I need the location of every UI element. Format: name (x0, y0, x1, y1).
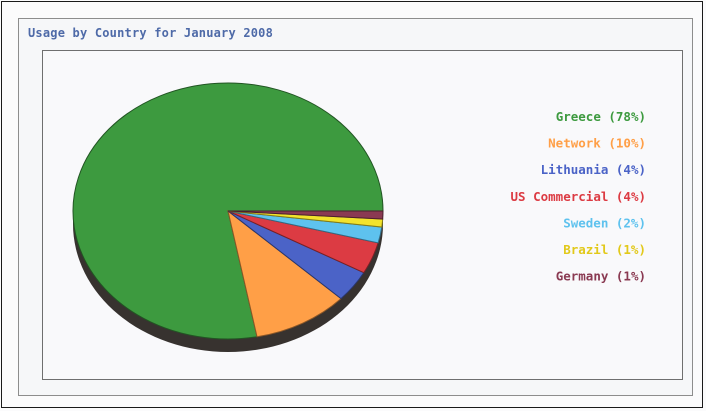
pie-slice-network (227, 209, 342, 338)
legend-item-us-commercial: US Commercial (4%) (511, 189, 646, 204)
chart-title: Usage by Country for January 2008 (28, 26, 274, 40)
legend-item-germany: Germany (1%) (556, 269, 646, 284)
pie-slice-germany (227, 210, 384, 220)
legend-item-lithuania: Lithuania (4%) (541, 162, 646, 177)
pie-slice-greece (72, 82, 384, 340)
legend-item-brazil: Brazil (1%) (563, 242, 646, 257)
legend: Greece (78%) Network (10%) Lithuania (4%) U… (511, 109, 646, 284)
pie-top (72, 82, 384, 340)
legend-item-sweden: Sweden (2%) (563, 215, 646, 230)
legend-item-greece: Greece (78%) (556, 109, 646, 124)
legend-item-network: Network (10%) (548, 136, 646, 151)
